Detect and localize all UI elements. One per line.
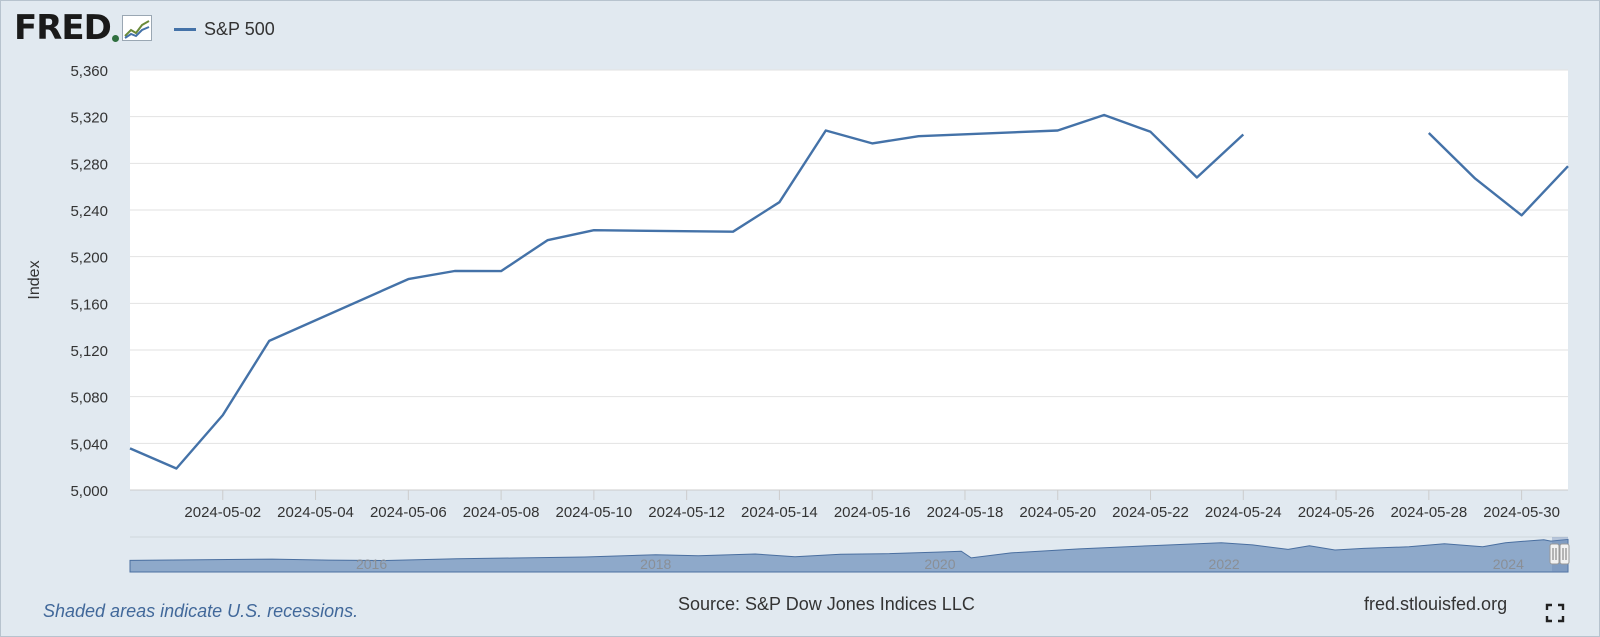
- navigator-year-label: 2022: [1209, 556, 1240, 572]
- x-tick-label: 2024-05-22: [1112, 504, 1189, 521]
- navigator-year-label: 2018: [640, 556, 671, 572]
- y-axis-ticks: 5,000 5,040 5,080 5,120 5,160 5,200 5,240 5,280…: [70, 63, 108, 500]
- navigator-area: [129, 538, 1569, 573]
- fred-logo[interactable]: FRED: [14, 8, 152, 48]
- legend-swatch: [174, 27, 196, 31]
- x-tick-label: 2024-05-16: [834, 504, 911, 521]
- x-tick-label: 2024-05-10: [556, 504, 633, 521]
- x-tick-label: 2024-05-12: [648, 504, 725, 521]
- y-tick-label: 5,240: [70, 203, 108, 220]
- fullscreen-icon[interactable]: [1545, 603, 1565, 623]
- x-tick-label: 2024-05-08: [463, 504, 540, 521]
- navigator-year-label: 2024: [1493, 556, 1524, 572]
- recession-note: Shaded areas indicate U.S. recessions.: [43, 601, 359, 621]
- series-line-segment: [1427, 132, 1569, 217]
- logo-dot-icon: [111, 34, 119, 42]
- y-tick-label: 5,120: [70, 343, 108, 360]
- navigator-left-handle[interactable]: [1549, 543, 1560, 565]
- x-tick-label: 2024-05-04: [277, 504, 354, 521]
- y-axis-label: Index: [26, 260, 43, 299]
- site-link[interactable]: fred.stlouisfed.org: [1364, 594, 1508, 614]
- y-tick-label: 5,360: [70, 63, 108, 80]
- y-tick-label: 5,000: [70, 483, 108, 500]
- x-tick-label: 2024-05-26: [1298, 504, 1375, 521]
- y-tick-label: 5,040: [70, 436, 108, 453]
- y-tick-label: 5,320: [70, 110, 108, 127]
- navigator-right-handle[interactable]: [1559, 543, 1570, 565]
- range-navigator[interactable]: 2016 2018 2020 2022 2024: [129, 536, 1570, 573]
- chart-svg: 5,000 5,040 5,080 5,120 5,160 5,200 5,240 5,280…: [26, 63, 1570, 573]
- fred-logo-text: FRED: [14, 8, 112, 48]
- navigator-year-label: 2016: [356, 556, 387, 572]
- x-tick-label: 2024-05-02: [184, 504, 261, 521]
- y-tick-label: 5,080: [70, 390, 108, 407]
- x-tick-label: 2024-05-28: [1390, 504, 1467, 521]
- x-tick-label: 2024-05-06: [370, 504, 447, 521]
- plot-background: [130, 70, 1568, 490]
- y-tick-label: 5,280: [70, 156, 108, 173]
- legend-label: S&P 500: [204, 18, 275, 39]
- x-tick-label: 2024-05-20: [1019, 504, 1096, 521]
- series-line-segment: [129, 113, 1245, 470]
- y-tick-label: 5,160: [70, 296, 108, 313]
- y-tick-label: 5,200: [70, 250, 108, 267]
- navigator-year-label: 2020: [924, 556, 955, 572]
- x-axis-ticks: 2024-05-02 2024-05-04 2024-05-06 2024-05-08…: [130, 489, 1568, 521]
- legend-item-sp500[interactable]: S&P 500: [174, 16, 275, 42]
- source-text[interactable]: Source: S&P Dow Jones Indices LLC: [678, 594, 975, 614]
- x-tick-label: 2024-05-30: [1483, 504, 1560, 521]
- fred-chart-icon: [121, 15, 152, 41]
- x-tick-label: 2024-05-14: [741, 504, 818, 521]
- series-sp500[interactable]: [128, 113, 1570, 471]
- x-tick-label: 2024-05-24: [1205, 504, 1282, 521]
- x-tick-label: 2024-05-18: [927, 504, 1004, 521]
